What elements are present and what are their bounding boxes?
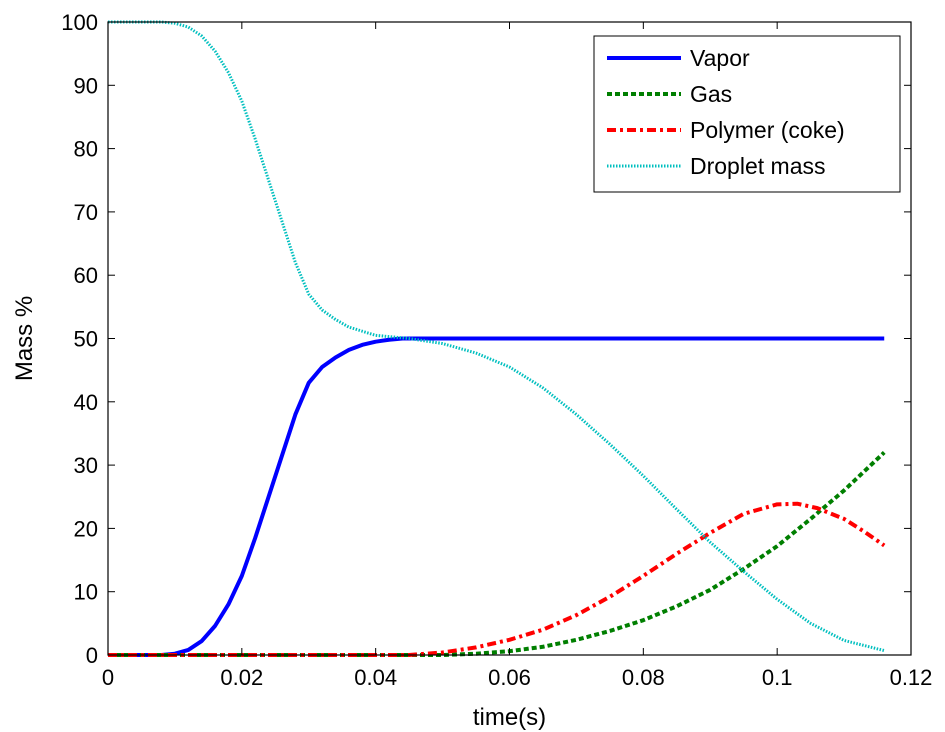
x-tick-label: 0.02 bbox=[220, 665, 263, 690]
legend-label-0: Vapor bbox=[690, 45, 750, 71]
x-tick-label: 0.1 bbox=[762, 665, 793, 690]
x-tick-label: 0.12 bbox=[890, 665, 933, 690]
x-tick-label: 0.04 bbox=[354, 665, 397, 690]
y-tick-label: 30 bbox=[74, 453, 98, 478]
series-line-1 bbox=[108, 450, 886, 657]
legend-label-3: Droplet mass bbox=[690, 153, 825, 179]
legend-label-1: Gas bbox=[690, 81, 732, 107]
series-layer bbox=[108, 20, 886, 657]
series-line-2 bbox=[108, 501, 886, 657]
y-tick-label: 100 bbox=[61, 10, 98, 35]
tick-layer: 0 0.02 0.04 0.06 0.08 0.1 0.12 0 10 20 30 40 50 60 70 8… bbox=[61, 10, 932, 690]
series-line-0 bbox=[108, 336, 885, 657]
series-line-3 bbox=[108, 20, 885, 653]
x-tick-label: 0.08 bbox=[622, 665, 665, 690]
y-tick-label: 60 bbox=[74, 263, 98, 288]
y-tick-label: 10 bbox=[74, 580, 98, 605]
x-axis-label: time(s) bbox=[473, 704, 546, 731]
y-tick-label: 90 bbox=[74, 73, 98, 98]
legend: Vapor Gas Polymer (coke) Droplet mass bbox=[593, 35, 901, 193]
legend-box bbox=[593, 35, 901, 193]
x-tick-label: 0.06 bbox=[488, 665, 531, 690]
y-tick-label: 50 bbox=[74, 327, 98, 352]
y-tick-label: 20 bbox=[74, 516, 98, 541]
y-axis-label: Mass % bbox=[11, 296, 38, 381]
legend-label-2: Polymer (coke) bbox=[690, 117, 845, 143]
y-tick-label: 40 bbox=[74, 390, 98, 415]
y-tick-label: 0 bbox=[86, 643, 98, 668]
y-tick-label: 70 bbox=[74, 200, 98, 225]
x-tick-label: 0 bbox=[102, 665, 114, 690]
y-tick-label: 80 bbox=[74, 137, 98, 162]
